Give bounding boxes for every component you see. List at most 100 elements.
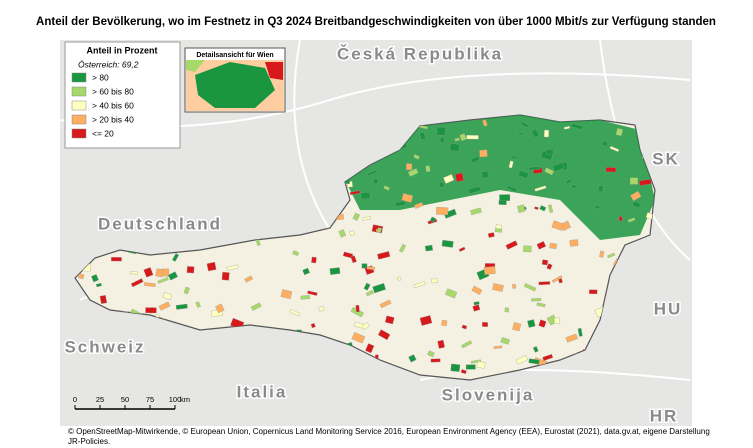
patch bbox=[472, 304, 481, 312]
patch bbox=[577, 328, 583, 337]
patch bbox=[438, 181, 445, 188]
patch bbox=[445, 288, 458, 299]
patch bbox=[95, 282, 102, 288]
patch bbox=[394, 200, 406, 207]
patch bbox=[494, 228, 503, 233]
patch bbox=[515, 355, 528, 365]
patch bbox=[569, 239, 579, 247]
patch bbox=[302, 267, 310, 276]
patch bbox=[627, 217, 636, 223]
patch bbox=[437, 339, 445, 349]
patch bbox=[167, 271, 178, 281]
patch bbox=[629, 177, 638, 185]
title: Anteil der Bevölkerung, wo im Festnetz i… bbox=[36, 16, 716, 28]
legend-swatch bbox=[71, 86, 87, 97]
patch bbox=[618, 215, 623, 222]
scale-unit: km bbox=[180, 395, 190, 404]
patch bbox=[493, 345, 503, 349]
patch bbox=[601, 140, 609, 147]
patch bbox=[449, 143, 460, 152]
patch bbox=[355, 304, 360, 313]
patch bbox=[565, 333, 578, 343]
patch bbox=[599, 250, 605, 258]
scale-label: 100 bbox=[169, 395, 182, 404]
patch bbox=[145, 307, 157, 314]
patch bbox=[424, 244, 433, 252]
patch bbox=[372, 283, 386, 294]
patch bbox=[512, 284, 517, 289]
patch bbox=[538, 319, 547, 328]
legend-label: > 80 bbox=[92, 72, 109, 82]
patch bbox=[454, 137, 460, 142]
patch bbox=[250, 302, 262, 311]
patch bbox=[544, 167, 555, 176]
patch bbox=[487, 232, 495, 238]
patch bbox=[534, 206, 539, 210]
patch bbox=[280, 289, 293, 300]
patch bbox=[638, 179, 652, 186]
patch bbox=[450, 363, 461, 372]
patch bbox=[482, 119, 488, 127]
patch bbox=[307, 290, 318, 296]
legend-title: Anteil in Prozent bbox=[86, 45, 157, 55]
scale-label: 25 bbox=[96, 395, 104, 404]
patch bbox=[609, 145, 620, 152]
patch bbox=[534, 185, 547, 192]
patch bbox=[481, 170, 489, 179]
patch bbox=[401, 193, 414, 203]
patch bbox=[523, 245, 532, 253]
patch bbox=[376, 227, 383, 234]
patch bbox=[458, 246, 466, 252]
patch bbox=[470, 155, 480, 164]
patch bbox=[615, 128, 623, 137]
patch bbox=[510, 155, 517, 160]
patch bbox=[471, 285, 483, 295]
patch bbox=[414, 202, 424, 209]
legend-swatch bbox=[71, 72, 87, 83]
footer-text: © OpenStreetMap-Mitwirkende, © European … bbox=[68, 427, 710, 436]
patch bbox=[419, 131, 426, 141]
patch bbox=[551, 220, 564, 231]
country-label: SK bbox=[652, 149, 680, 168]
patch bbox=[329, 267, 341, 275]
patch bbox=[570, 123, 584, 130]
legend: > 80 > 60 bis 80 > 40 bis 60 > 20 bis 40 <= … bbox=[71, 72, 134, 139]
patch bbox=[539, 205, 547, 212]
patch bbox=[350, 255, 357, 264]
scale-label: 0 bbox=[73, 395, 77, 404]
patch bbox=[186, 266, 195, 274]
patch bbox=[455, 172, 464, 182]
patch bbox=[175, 303, 188, 310]
patch bbox=[443, 208, 457, 219]
patch bbox=[143, 267, 154, 278]
patch bbox=[630, 190, 642, 202]
scale-label: 75 bbox=[146, 395, 154, 404]
patch bbox=[130, 271, 139, 275]
country-label: Slovenija bbox=[442, 385, 535, 404]
patch bbox=[589, 289, 598, 295]
patch bbox=[532, 346, 539, 353]
legend-swatch bbox=[71, 100, 87, 111]
patch bbox=[483, 266, 496, 275]
patch bbox=[226, 264, 239, 271]
patch bbox=[292, 250, 300, 257]
patch bbox=[466, 135, 479, 140]
patch bbox=[436, 126, 446, 136]
patch bbox=[342, 251, 354, 259]
legend-label: > 40 bis 60 bbox=[92, 100, 134, 110]
patch bbox=[523, 283, 537, 292]
legend-swatch bbox=[71, 114, 87, 125]
patch bbox=[311, 256, 317, 264]
patch bbox=[399, 243, 407, 253]
patch bbox=[605, 167, 617, 173]
country-label: Italia bbox=[237, 382, 288, 401]
patch bbox=[377, 329, 391, 341]
patch bbox=[546, 263, 553, 270]
patch bbox=[505, 240, 518, 250]
patch bbox=[517, 132, 524, 135]
patch bbox=[527, 319, 536, 328]
patch bbox=[467, 185, 481, 195]
patch bbox=[310, 323, 316, 329]
patch bbox=[425, 165, 431, 173]
patch bbox=[443, 174, 455, 184]
